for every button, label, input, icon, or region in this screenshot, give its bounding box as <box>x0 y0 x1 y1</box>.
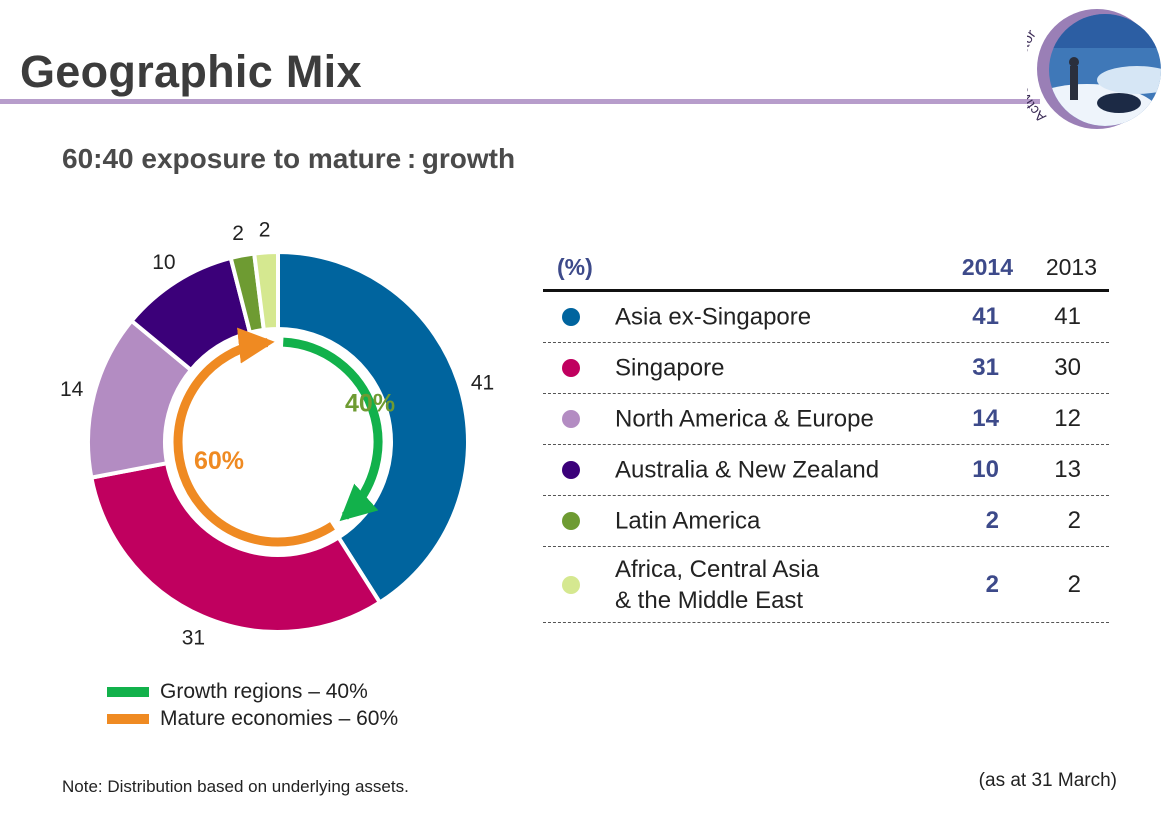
slice-value-label: 14 <box>60 378 84 401</box>
column-header-2013: 2013 <box>1045 254 1097 280</box>
slice-value-label: 2 <box>232 222 244 245</box>
active-investor-logo: Active Investor <box>1027 9 1161 129</box>
legend-item-growth: Growth regions – 40% <box>107 678 398 705</box>
as-at-date: (as at 31 March) <box>978 770 1117 791</box>
row-value-2014: 14 <box>972 405 999 432</box>
row-region-label: North America & Europe <box>615 405 874 433</box>
table-header: (%) 2014 2013 <box>543 248 1109 290</box>
slice-value-label: 10 <box>152 251 175 274</box>
row-value-2013: 2 <box>1067 570 1081 598</box>
inner-arc-growth-regions <box>282 337 383 522</box>
legend-label-growth: Growth regions – 40% <box>160 679 368 703</box>
slice-value-label: 31 <box>182 626 205 649</box>
allocation-table: Asia ex-Singapore 41 41 Singapore 31 30 … <box>543 292 1109 623</box>
column-header-percent: (%) <box>557 254 593 280</box>
row-color-dot <box>562 512 580 530</box>
table-row: Asia ex-Singapore 41 41 <box>543 292 1109 343</box>
donut-slice-asia-ex-singapore <box>276 250 470 605</box>
slice-value-label: 41 <box>471 372 494 395</box>
row-value-2014: 31 <box>972 354 999 381</box>
legend-swatch-mature <box>107 713 149 724</box>
row-region-label: Africa, Central Asia & the Middle East <box>615 555 820 614</box>
legend-swatch-growth <box>107 686 149 697</box>
chart-legend: Growth regions – 40% Mature economies – … <box>107 678 398 732</box>
row-region-label: Asia ex-Singapore <box>615 303 812 331</box>
row-value-2013: 2 <box>1067 507 1081 534</box>
title-divider <box>0 99 1040 104</box>
table-header-rule <box>543 289 1109 292</box>
table-row: North America & Europe 14 12 <box>543 394 1109 445</box>
row-color-dot <box>562 575 580 594</box>
row-value-2014: 2 <box>985 507 999 534</box>
row-color-dot <box>562 461 580 479</box>
row-value-2013: 12 <box>1054 405 1081 432</box>
legend-label-mature: Mature economies – 60% <box>160 706 399 730</box>
row-value-2013: 13 <box>1054 456 1081 483</box>
page-subtitle: 60:40 exposure to mature : growth <box>62 143 516 174</box>
table-row: Singapore 31 30 <box>543 343 1109 394</box>
row-color-dot <box>562 410 580 428</box>
slice-value-label: 2 <box>259 218 271 241</box>
table-row: Africa, Central Asia & the Middle East 2… <box>543 547 1109 623</box>
column-header-2014: 2014 <box>961 254 1013 280</box>
inner-pct-label-growth-regions: 40% <box>345 389 395 417</box>
geographic-donut-chart: 40% 60% 41 31 14 10 2 2 <box>60 218 494 649</box>
table-row: Australia & New Zealand 10 13 <box>543 445 1109 496</box>
footnote: Note: Distribution based on underlying a… <box>62 777 409 796</box>
row-value-2014: 2 <box>985 570 999 598</box>
row-region-label: Australia & New Zealand <box>615 456 880 484</box>
inner-arc-mature-economies <box>173 327 335 547</box>
row-color-dot <box>562 359 580 377</box>
row-color-dot <box>562 308 580 326</box>
table-row: Latin America 2 2 <box>543 496 1109 547</box>
row-region-label: Latin America <box>615 507 761 535</box>
row-value-2014: 10 <box>972 456 999 483</box>
inner-pct-label-mature-economies: 60% <box>194 447 244 475</box>
row-value-2013: 30 <box>1054 354 1081 381</box>
row-region-label: Singapore <box>615 354 725 382</box>
page-title: Geographic Mix <box>20 46 362 97</box>
row-value-2013: 41 <box>1054 303 1081 330</box>
row-value-2014: 41 <box>972 303 999 330</box>
donut-slice-singapore <box>89 461 382 634</box>
legend-item-mature: Mature economies – 60% <box>107 705 398 732</box>
